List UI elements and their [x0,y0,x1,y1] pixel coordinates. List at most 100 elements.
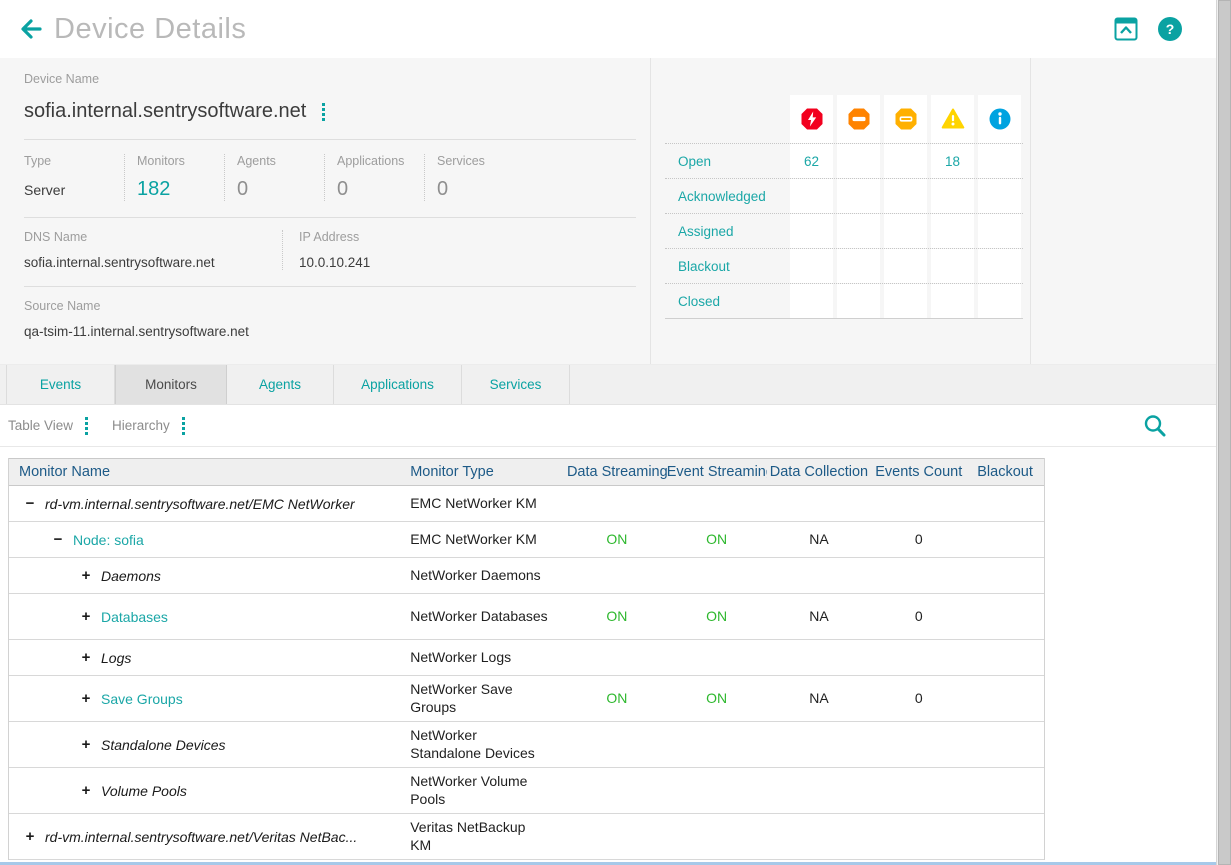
stat-services-value: 0 [437,178,449,200]
monitor-name: Volume Pools [101,782,187,799]
ip-value: 10.0.10.241 [299,255,371,270]
device-card: Device Name sofia.internal.sentrysoftwar… [10,58,651,364]
data-streaming-value: ON [606,607,628,624]
data-collection-value: NA [809,530,829,547]
open-critical-count[interactable]: 62 [803,153,820,169]
monitor-type: NetWorker Databases [410,607,548,624]
hierarchy-label[interactable]: Hierarchy [112,418,170,433]
ip-label: IP Address [299,230,360,244]
table-row: + Save Groups NetWorker Save Groups ON O… [9,676,1044,722]
expand-icon[interactable]: + [81,690,91,707]
events-count-value: 0 [914,607,923,624]
vertical-scrollbar[interactable] [1216,0,1231,865]
device-stats-row: Type Server Monitors 182 Agents 0 Applic… [24,140,636,218]
event-row-closed-label[interactable]: Closed [678,293,721,309]
col-data-streaming[interactable]: Data Streaming [566,464,667,480]
monitor-name: Daemons [101,567,161,584]
event-summary-panel: Open 62 18 Acknowledged Assigned [651,58,1031,364]
device-name-label: Device Name [24,72,100,86]
source-field: Source Name qa-tsim-11.internal.sentryso… [24,287,650,339]
monitors-table-section: Monitor Name Monitor Type Data Streaming… [0,447,1216,860]
tab-agents[interactable]: Agents [227,365,334,404]
event-row-open-label[interactable]: Open [678,153,712,169]
severity-warning-icon [941,108,964,129]
event-row-closed: Closed [665,283,1023,318]
monitor-type: NetWorker Volume Pools [410,772,528,807]
table-row: − rd-vm.internal.sentrysoftware.net/EMC … [9,486,1044,522]
event-row-assigned: Assigned [665,213,1023,248]
monitor-type: NetWorker Daemons [410,566,541,583]
monitor-name-link[interactable]: Databases [101,608,168,625]
monitor-name: rd-vm.internal.sentrysoftware.net/Verita… [45,828,358,845]
stat-type-value: Server [24,182,66,198]
data-collection-value: NA [809,607,829,624]
events-count-value: 0 [914,530,923,547]
event-streaming-value: ON [706,607,728,624]
expand-icon[interactable]: + [25,828,35,845]
data-collection-value: NA [809,689,829,706]
help-button[interactable]: ? [1156,15,1184,43]
event-streaming-value: ON [706,689,728,706]
expand-icon[interactable]: + [81,608,91,625]
col-data-collection[interactable]: Data Collection [769,464,869,480]
col-monitor-type[interactable]: Monitor Type [410,463,494,480]
search-button[interactable] [1140,411,1170,441]
data-streaming-value: ON [606,689,628,706]
device-name-value: sofia.internal.sentrysoftware.net [24,100,307,122]
event-row-assigned-label[interactable]: Assigned [678,223,734,239]
event-row-blackout-label[interactable]: Blackout [678,258,730,274]
source-name-value: qa-tsim-11.internal.sentrysoftware.net [24,324,249,339]
expand-icon[interactable]: + [81,567,91,584]
collapse-icon[interactable]: − [25,495,35,512]
table-view-label[interactable]: Table View [8,418,74,433]
back-button[interactable] [14,12,48,46]
table-row: + Volume Pools NetWorker Volume Pools [9,768,1044,814]
monitors-table: Monitor Name Monitor Type Data Streaming… [8,458,1045,860]
monitor-name-link[interactable]: Node: sofia [73,531,144,548]
data-streaming-value: ON [606,530,628,547]
severity-info-icon [989,108,1010,130]
col-events-count[interactable]: Events Count [875,464,963,480]
hierarchy-kebab-icon[interactable] [180,415,187,437]
stat-monitors-label: Monitors [137,154,185,168]
expand-icon[interactable]: + [81,736,91,753]
header-actions: ? [1112,15,1202,43]
table-row: − Node: sofia EMC NetWorker KM ON ON NA … [9,522,1044,558]
tabs-bar: Events Monitors Agents Applications Serv… [0,365,1216,405]
collapse-icon[interactable]: − [53,531,63,548]
severity-major-icon [848,108,869,130]
arrow-left-icon [21,19,42,39]
monitors-table-header: Monitor Name Monitor Type Data Streaming… [9,458,1044,486]
stat-monitors-value[interactable]: 182 [137,178,171,200]
table-view-kebab-icon[interactable] [83,415,90,437]
table-row: + rd-vm.internal.sentrysoftware.net/Veri… [9,814,1044,860]
monitor-name: rd-vm.internal.sentrysoftware.net/EMC Ne… [45,495,355,512]
search-icon [1144,414,1166,436]
tab-applications[interactable]: Applications [334,365,462,404]
monitor-name: Logs [101,649,132,666]
stat-services: Services 0 [424,154,524,201]
event-summary-header-row [665,95,1023,143]
scrollbar-thumb[interactable] [1218,0,1231,865]
table-row: + Databases NetWorker Databases ON ON NA… [9,594,1044,640]
expand-icon[interactable]: + [81,649,91,666]
window-restore-icon [1114,17,1138,41]
open-warning-count[interactable]: 18 [944,153,961,169]
device-menu-kebab-icon[interactable] [320,101,327,123]
stat-services-label: Services [437,154,485,168]
events-count-value: 0 [914,689,923,706]
stat-agents-label: Agents [237,154,276,168]
col-blackout[interactable]: Blackout [977,464,1033,480]
expand-icon[interactable]: + [81,782,91,799]
restore-window-button[interactable] [1112,15,1140,43]
event-row-acknowledged: Acknowledged [665,178,1023,213]
col-event-streaming[interactable]: Event Streaming [666,464,767,480]
event-row-acknowledged-label[interactable]: Acknowledged [678,188,766,204]
monitor-name-link[interactable]: Save Groups [101,690,183,707]
tab-events[interactable]: Events [6,365,115,404]
tab-services[interactable]: Services [462,365,570,404]
help-icon: ? [1158,17,1182,41]
tab-monitors[interactable]: Monitors [115,365,227,404]
col-monitor-name[interactable]: Monitor Name [19,464,111,480]
stat-applications-label: Applications [337,154,405,168]
